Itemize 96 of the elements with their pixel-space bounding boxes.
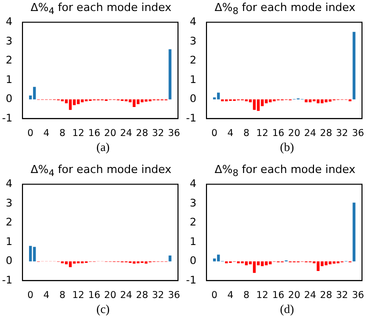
x-tick-label: 8	[243, 290, 250, 301]
x-tick-label: 20	[288, 128, 300, 139]
x-tick-label: 36	[168, 290, 180, 301]
x-tick-label: 8	[59, 128, 66, 139]
bar	[144, 261, 148, 264]
y-tick-label: -1	[186, 112, 196, 124]
chart-title: Δ%$_{8}$ for each mode index	[214, 1, 356, 18]
x-tick-label: 28	[136, 128, 148, 139]
y-tick-label: -1	[2, 274, 12, 286]
bar	[217, 92, 220, 100]
y-tick-label: -1	[2, 112, 12, 124]
x-tick-label: 28	[320, 290, 332, 301]
x-tick-label: 0	[27, 128, 34, 139]
y-tick-label: 2	[6, 216, 12, 229]
y-tick-label: 3	[6, 197, 12, 210]
x-tick-label: 8	[59, 290, 66, 301]
y-tick-label: 0	[190, 255, 196, 268]
x-tick-label: 16	[272, 290, 284, 301]
bar	[136, 99, 140, 104]
x-tick-label: 28	[320, 128, 332, 139]
x-tick-label: 16	[88, 290, 100, 301]
x-tick-label: 36	[352, 290, 364, 301]
y-tick-label: 1	[190, 74, 196, 86]
text: (b)	[279, 140, 295, 155]
y-tick-label: 1	[190, 236, 196, 248]
bar	[332, 261, 336, 264]
bar	[328, 261, 332, 264]
x-tick-label: 4	[227, 290, 234, 301]
text: (d)	[279, 302, 295, 317]
chart-title: Δ%$_{4}$ for each mode index	[30, 1, 172, 18]
x-tick-label: 4	[227, 128, 234, 139]
bar	[132, 261, 136, 264]
bar	[168, 256, 172, 262]
x-tick-label: 0	[27, 290, 34, 301]
y-tick-label: 4	[6, 16, 13, 28]
y-tick-label: 4	[190, 178, 197, 190]
bar	[316, 99, 320, 104]
bar	[140, 99, 144, 102]
x-tick-label: 32	[336, 290, 348, 301]
y-tick-label: 3	[6, 35, 12, 48]
bar	[316, 261, 320, 271]
y-tick-label: 2	[6, 54, 12, 67]
x-tick-label: 20	[288, 290, 300, 301]
x-tick-label: 20	[104, 128, 116, 139]
x-tick-label: 12	[256, 128, 268, 139]
bar	[324, 99, 328, 102]
x-tick-label: 24	[120, 290, 132, 301]
x-tick-label: 12	[72, 290, 84, 301]
y-tick-label: 2	[190, 216, 196, 229]
y-tick-label: 0	[190, 93, 196, 106]
x-tick-label: 24	[304, 128, 316, 139]
x-tick-label: 16	[88, 128, 100, 139]
x-tick-label: 8	[243, 128, 250, 139]
x-tick-label: 36	[352, 128, 364, 139]
bar	[328, 99, 332, 102]
bar	[320, 99, 324, 104]
y-tick-label: 3	[190, 35, 196, 48]
x-tick-label: 12	[256, 290, 268, 301]
text: (c)	[95, 302, 111, 317]
x-tick-label: 24	[120, 128, 132, 139]
x-tick-label: 36	[168, 128, 180, 139]
bar	[324, 261, 328, 266]
x-tick-label: 24	[304, 290, 316, 301]
bar	[33, 86, 36, 100]
x-tick-label: 16	[272, 128, 284, 139]
bar	[144, 99, 148, 102]
y-tick-label: 0	[6, 255, 12, 268]
x-tick-label: 32	[152, 128, 164, 139]
x-tick-label: 32	[336, 128, 348, 139]
bar	[132, 99, 136, 108]
bar	[352, 202, 356, 262]
y-tick-label: 0	[6, 93, 12, 106]
bar	[213, 258, 216, 262]
chart-title: Δ%$_{8}$ for each mode index	[214, 163, 356, 180]
y-tick-label: -1	[186, 274, 196, 286]
x-tick-label: 4	[43, 290, 50, 301]
bar	[33, 246, 36, 262]
bar	[217, 254, 220, 262]
x-tick-label: 0	[211, 290, 218, 301]
y-tick-label: 1	[6, 74, 12, 86]
bar	[168, 49, 172, 100]
x-tick-label: 20	[104, 290, 116, 301]
y-tick-label: 3	[190, 197, 196, 210]
y-tick-label: 2	[190, 54, 196, 67]
text: (a)	[95, 140, 111, 155]
bar	[352, 32, 356, 100]
x-tick-label: 32	[152, 290, 164, 301]
y-tick-label: 1	[6, 236, 12, 248]
x-tick-label: 0	[211, 128, 218, 139]
y-tick-label: 4	[190, 16, 197, 28]
bar	[29, 246, 32, 262]
chart-title: Δ%$_{4}$ for each mode index	[30, 163, 172, 180]
x-tick-label: 4	[43, 128, 50, 139]
x-tick-label: 28	[136, 290, 148, 301]
x-tick-label: 12	[72, 128, 84, 139]
y-tick-label: 4	[6, 178, 13, 190]
